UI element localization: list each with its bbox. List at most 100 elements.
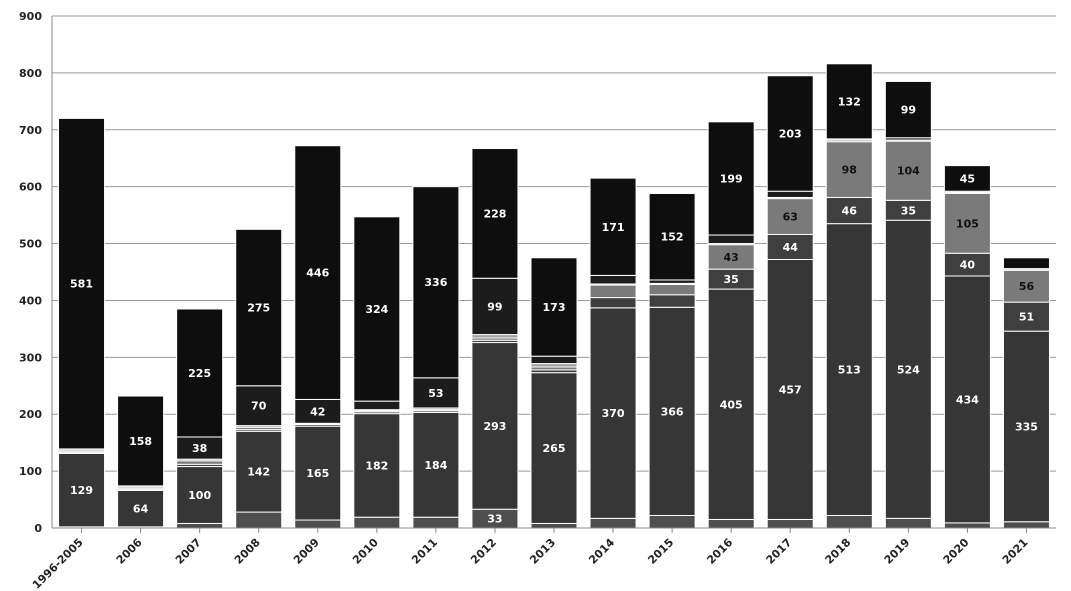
bar-segment [235, 385, 283, 427]
data-label: 171 [602, 221, 625, 234]
bar-segment [176, 308, 224, 438]
y-tick-label: 500 [19, 238, 42, 251]
bar-segment [412, 516, 460, 529]
bar-stacks [58, 63, 1050, 529]
bar-segment [1002, 301, 1050, 332]
data-label: 132 [838, 95, 861, 108]
bar-segment [825, 223, 873, 516]
data-label: 184 [424, 459, 447, 472]
data-label: 46 [842, 205, 858, 218]
x-tick-label: 2020 [941, 536, 972, 567]
x-tick-label: 2018 [823, 536, 854, 567]
bar-segment [1002, 521, 1050, 529]
x-tick-label: 2010 [350, 536, 381, 567]
data-label: 99 [901, 104, 916, 117]
data-label: 335 [1015, 420, 1038, 433]
data-label: 63 [783, 211, 798, 224]
bar-segment [530, 257, 578, 357]
bar-segment [353, 413, 401, 518]
bar-segment [353, 516, 401, 529]
bar-segment [707, 518, 755, 529]
bar-segment [648, 279, 696, 284]
bar-stack-2016 [707, 121, 755, 529]
data-label: 524 [897, 363, 920, 376]
bar-segment [1002, 257, 1050, 270]
data-label: 366 [661, 405, 684, 418]
data-label: 581 [70, 278, 93, 291]
bar-segment [589, 517, 637, 529]
bar-segment [353, 400, 401, 411]
data-label: 158 [129, 435, 152, 448]
data-label: 64 [133, 503, 149, 516]
bar-segment [766, 75, 814, 192]
bar-segment [589, 307, 637, 519]
y-tick-label: 200 [19, 408, 42, 421]
data-label: 336 [424, 276, 447, 289]
x-tick-label: 2008 [232, 536, 263, 567]
bar-segment [943, 192, 991, 254]
data-label: 99 [487, 300, 502, 313]
bar-segment [412, 377, 460, 409]
x-tick-label: 2017 [764, 536, 795, 567]
bar-stack-2008 [235, 228, 283, 529]
bar-segment [176, 466, 224, 524]
bar-segment [294, 519, 342, 529]
data-label: 38 [192, 442, 207, 455]
bar-stack-2019 [884, 80, 932, 529]
x-tick-label: 2016 [704, 536, 735, 567]
data-label: 142 [247, 466, 270, 479]
bar-segment [884, 140, 932, 201]
bar-segment [530, 363, 578, 368]
bar-segment [766, 233, 814, 260]
bar-segment [825, 514, 873, 529]
data-label: 53 [428, 387, 443, 400]
bar-segment [235, 511, 283, 529]
bar-segment [176, 460, 224, 465]
data-label: 44 [783, 241, 799, 254]
data-label: 446 [306, 267, 329, 280]
data-label: 513 [838, 364, 861, 377]
bar-segment [235, 228, 283, 387]
x-tick-label: 2011 [409, 536, 440, 567]
data-label: 203 [779, 127, 802, 140]
y-tick-label: 100 [19, 465, 42, 478]
data-label: 42 [310, 405, 325, 418]
bar-segment [943, 275, 991, 524]
bar-stack-2006 [117, 395, 165, 529]
data-label: 324 [365, 303, 388, 316]
bar-segment [648, 294, 696, 308]
bar-stack-2021 [1002, 257, 1050, 529]
bar-segment [648, 192, 696, 281]
data-label: 228 [483, 207, 506, 220]
data-label: 35 [901, 204, 916, 217]
bar-segment [825, 63, 873, 140]
bar-segment [766, 190, 814, 198]
data-label: 43 [724, 251, 739, 264]
y-tick-label: 800 [19, 67, 42, 80]
data-label: 51 [1019, 311, 1034, 324]
bar-segment [117, 489, 165, 528]
bar-segment [589, 177, 637, 276]
bar-segment [530, 522, 578, 529]
data-label: 104 [897, 165, 920, 178]
x-tick-label: 2007 [173, 536, 204, 567]
bar-segment [353, 216, 401, 402]
x-tick-label: 2006 [114, 536, 145, 567]
bar-stack-2012 [471, 148, 519, 529]
x-tick-label: 2021 [1000, 536, 1031, 567]
data-label: 370 [602, 407, 625, 420]
bar-segment [884, 219, 932, 519]
data-label: 182 [365, 459, 388, 472]
bar-segment [176, 522, 224, 529]
data-label: 457 [779, 383, 802, 396]
bar-segment [707, 121, 755, 236]
bar-stack-2017 [766, 75, 814, 529]
bar-segment [589, 274, 637, 285]
x-tick-label: 2012 [468, 536, 499, 567]
bar-stack-2010 [353, 216, 401, 529]
bar-segment [58, 117, 106, 450]
bar-segment [294, 145, 342, 400]
bar-stack-2009 [294, 145, 342, 529]
